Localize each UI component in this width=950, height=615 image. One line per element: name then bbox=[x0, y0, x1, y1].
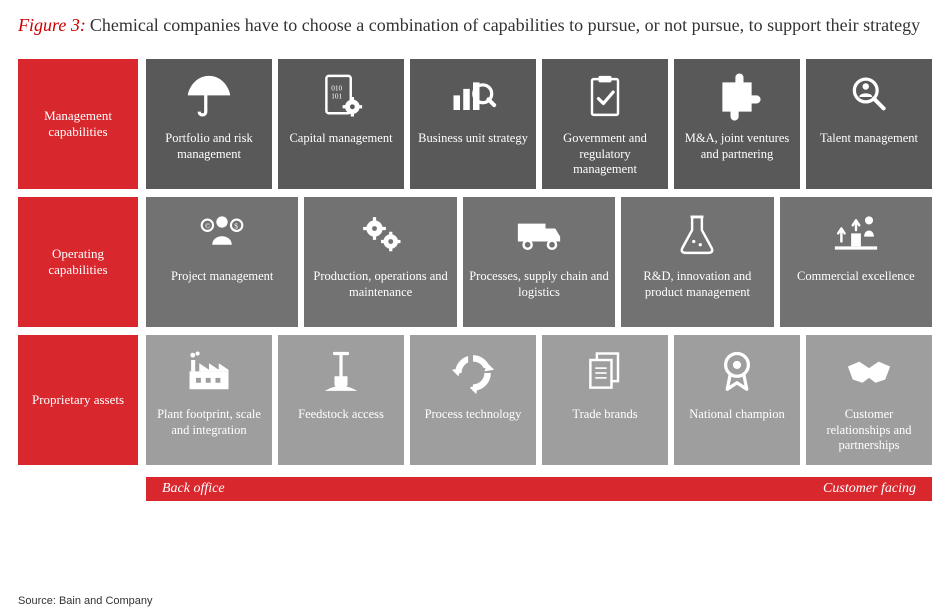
spectrum-left: Back office bbox=[162, 481, 225, 497]
clipboard-check-icon bbox=[548, 69, 662, 125]
row-label-operating: Operating capabilities bbox=[18, 197, 138, 327]
cell-trade-brands: Trade brands bbox=[542, 335, 668, 465]
truck-icon bbox=[469, 207, 609, 263]
cell-label: Processes, supply chain and logistics bbox=[469, 269, 609, 300]
cell-national-champion: National champion bbox=[674, 335, 800, 465]
row-1-cells: Portfolio and risk management 010101 Cap… bbox=[146, 59, 932, 189]
cell-label: M&A, joint ventures and partnering bbox=[680, 131, 794, 162]
flask-icon bbox=[627, 207, 767, 263]
factory-icon bbox=[152, 345, 266, 401]
umbrella-icon bbox=[152, 69, 266, 125]
cell-label: Commercial excellence bbox=[797, 269, 915, 285]
row-2-cells: ©$ Project management Production, operat… bbox=[146, 197, 932, 327]
cell-supply-chain: Processes, supply chain and logistics bbox=[463, 197, 615, 327]
handshake-icon bbox=[812, 345, 926, 401]
puzzle-icon bbox=[680, 69, 794, 125]
source-text: Source: Bain and Company bbox=[18, 595, 153, 607]
cell-feedstock: Feedstock access bbox=[278, 335, 404, 465]
cell-customer-relationships: Customer relationships and partnerships bbox=[806, 335, 932, 465]
row-management: Management capabilities Portfolio and ri… bbox=[18, 59, 932, 189]
figure-caption: Chemical companies have to choose a comb… bbox=[90, 15, 920, 35]
podium-person-icon bbox=[786, 207, 926, 263]
cell-ma-jv: M&A, joint ventures and partnering bbox=[674, 59, 800, 189]
row-label-management: Management capabilities bbox=[18, 59, 138, 189]
spectrum-row: Back office Customer facing bbox=[18, 477, 932, 501]
cell-label: Capital management bbox=[289, 131, 392, 147]
cell-project-mgmt: ©$ Project management bbox=[146, 197, 298, 327]
cell-label: Customer relationships and partnerships bbox=[812, 407, 926, 454]
cell-plant-footprint: Plant footprint, scale and integration bbox=[146, 335, 272, 465]
chart-magnify-icon bbox=[416, 69, 530, 125]
cell-label: Talent management bbox=[820, 131, 918, 147]
spectrum-spacer bbox=[18, 477, 138, 501]
person-coins-icon: ©$ bbox=[152, 207, 292, 263]
svg-text:$: $ bbox=[234, 222, 238, 231]
spectrum-bar: Back office Customer facing bbox=[146, 477, 932, 501]
figure-title: Figure 3: Chemical companies have to cho… bbox=[18, 12, 932, 39]
cell-label: Plant footprint, scale and integration bbox=[152, 407, 266, 438]
cell-label: Business unit strategy bbox=[418, 131, 528, 147]
cell-label: Production, operations and maintenance bbox=[310, 269, 450, 300]
gears-icon bbox=[310, 207, 450, 263]
cell-label: National champion bbox=[689, 407, 784, 423]
cell-gov-regulatory: Government and regulatory management bbox=[542, 59, 668, 189]
documents-icon bbox=[548, 345, 662, 401]
shovel-icon bbox=[284, 345, 398, 401]
ribbon-icon bbox=[680, 345, 794, 401]
cell-process-tech: Process technology bbox=[410, 335, 536, 465]
tablet-gear-icon: 010101 bbox=[284, 69, 398, 125]
cell-rd-innovation: R&D, innovation and product management bbox=[621, 197, 773, 327]
cell-label: Project management bbox=[171, 269, 273, 285]
capability-grid: Management capabilities Portfolio and ri… bbox=[18, 59, 932, 501]
cell-commercial-excellence: Commercial excellence bbox=[780, 197, 932, 327]
person-magnify-icon bbox=[812, 69, 926, 125]
svg-text:©: © bbox=[205, 222, 211, 231]
cell-production-ops: Production, operations and maintenance bbox=[304, 197, 456, 327]
row-3-cells: Plant footprint, scale and integration F… bbox=[146, 335, 932, 465]
cell-label: Process technology bbox=[425, 407, 522, 423]
row-label-proprietary: Proprietary assets bbox=[18, 335, 138, 465]
spectrum-right: Customer facing bbox=[823, 481, 916, 497]
recycle-icon bbox=[416, 345, 530, 401]
cell-label: Trade brands bbox=[572, 407, 637, 423]
cell-label: Government and regulatory management bbox=[548, 131, 662, 178]
cell-label: Portfolio and risk management bbox=[152, 131, 266, 162]
row-operating: Operating capabilities ©$ Project manage… bbox=[18, 197, 932, 327]
cell-label: Feedstock access bbox=[298, 407, 384, 423]
cell-portfolio-risk: Portfolio and risk management bbox=[146, 59, 272, 189]
cell-talent-mgmt: Talent management bbox=[806, 59, 932, 189]
cell-label: R&D, innovation and product management bbox=[627, 269, 767, 300]
cell-bu-strategy: Business unit strategy bbox=[410, 59, 536, 189]
cell-capital-mgmt: 010101 Capital management bbox=[278, 59, 404, 189]
svg-text:101: 101 bbox=[331, 92, 342, 101]
figure-label: Figure 3: bbox=[18, 15, 86, 35]
row-proprietary: Proprietary assets Plant footprint, scal… bbox=[18, 335, 932, 465]
